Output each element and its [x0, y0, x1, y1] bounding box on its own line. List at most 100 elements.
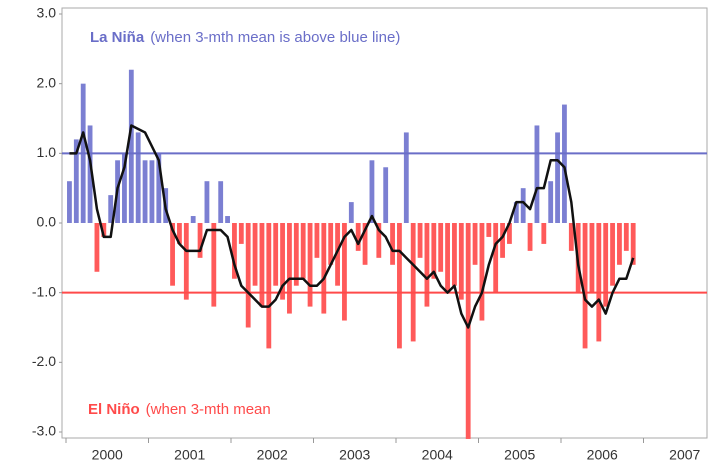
x-tick-label: 2001 [174, 447, 205, 463]
y-tick-label: -3.0 [32, 423, 56, 439]
x-tick-label: 2000 [92, 447, 123, 463]
bar [520, 188, 526, 223]
bar [589, 223, 595, 293]
bar [280, 223, 285, 300]
bar [445, 223, 450, 293]
x-tick-label: 2006 [587, 447, 618, 463]
bar [67, 181, 72, 223]
bar [238, 223, 244, 244]
bar [369, 160, 375, 223]
x-tick-label: 2003 [339, 447, 370, 463]
bar [582, 223, 588, 349]
annotation-title: La Niña [90, 29, 145, 46]
bar [362, 223, 368, 265]
bar [403, 132, 409, 223]
bar [142, 160, 148, 223]
bar [390, 223, 395, 265]
bar [314, 223, 320, 258]
bar [232, 223, 237, 279]
bar [438, 223, 444, 272]
bar [555, 132, 560, 223]
bar [122, 153, 127, 223]
bar [513, 202, 519, 223]
mean-line [69, 124, 635, 329]
bar [328, 223, 334, 265]
bar [410, 223, 416, 342]
bar [630, 223, 636, 265]
y-tick-label: 2.0 [37, 74, 57, 90]
bar [108, 195, 114, 223]
bar [73, 139, 79, 223]
bar [417, 223, 423, 258]
bar [94, 223, 100, 272]
bar [197, 223, 203, 258]
bar [293, 223, 299, 286]
bar [424, 223, 430, 307]
bar [623, 223, 629, 251]
bar [156, 153, 162, 223]
bar [128, 69, 134, 223]
bar [465, 223, 471, 439]
annotation: La Niña (when 3-mth mean is above blue li… [90, 29, 400, 46]
bar [225, 216, 230, 223]
annotation: El Niño (when 3-mth mean [88, 401, 271, 418]
bar [266, 223, 272, 349]
y-tick-label: -1.0 [32, 283, 56, 299]
bar [300, 223, 306, 279]
bar [507, 223, 512, 244]
bar [541, 223, 547, 244]
bar [493, 223, 499, 293]
bar [287, 223, 292, 314]
bar [342, 223, 347, 321]
bar [307, 223, 313, 307]
bar [548, 181, 554, 223]
bar [376, 223, 382, 258]
bar [252, 223, 258, 286]
bar [335, 223, 340, 286]
bar [452, 223, 457, 286]
annotation-title: El Niño [88, 401, 140, 418]
bar [397, 223, 402, 349]
bar [479, 223, 485, 321]
bar [431, 223, 437, 279]
bar [610, 223, 615, 286]
bar [177, 223, 182, 244]
bar [486, 223, 492, 237]
bar [273, 223, 279, 286]
bar [348, 202, 354, 223]
y-tick-label: 0.0 [37, 214, 57, 230]
bar [458, 223, 464, 300]
bar [87, 125, 93, 223]
bar [527, 223, 533, 251]
y-tick-label: 3.0 [37, 5, 57, 21]
bar [568, 223, 574, 251]
y-tick-label: 1.0 [37, 144, 57, 160]
x-tick-label: 2005 [504, 447, 535, 463]
bar [321, 223, 327, 314]
bar [204, 181, 210, 223]
bar [603, 223, 609, 307]
bar [617, 223, 622, 265]
bar [211, 223, 217, 307]
x-tick-label: 2007 [669, 447, 700, 463]
bar [170, 223, 175, 286]
bar [534, 125, 540, 223]
y-tick-label: -2.0 [32, 353, 56, 369]
bar [183, 223, 189, 300]
bar [383, 167, 389, 223]
bar [149, 160, 155, 223]
bar [472, 223, 478, 265]
annotation-text: (when 3-mth mean [146, 401, 271, 418]
bar [245, 223, 251, 328]
bar [562, 104, 567, 223]
marks [62, 69, 707, 439]
bar [500, 223, 505, 258]
bar [190, 216, 196, 223]
bar [355, 223, 361, 251]
x-tick-label: 2002 [257, 447, 288, 463]
bar [259, 223, 265, 307]
annotation-text: (when 3-mth mean is above blue line) [150, 29, 400, 46]
bar [596, 223, 602, 342]
bar [135, 132, 141, 223]
